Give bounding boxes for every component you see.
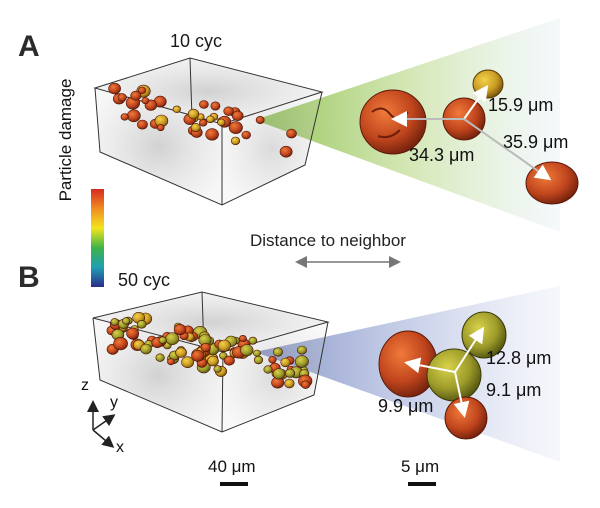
panel-b-letter: B xyxy=(18,261,40,294)
scalebar-overview-label: 40 μm xyxy=(208,457,256,476)
scalebar-detail xyxy=(408,482,436,486)
panel-a-letter: A xyxy=(18,30,40,63)
panel-b-cycles: 50 cyc xyxy=(118,270,171,290)
axis-y-label: y xyxy=(110,394,118,411)
panel-a-cycles: 10 cyc xyxy=(170,31,223,51)
zoom-particles-b xyxy=(378,311,507,440)
distance-label-b-2: 9.9 μm xyxy=(378,396,434,416)
axis-triad xyxy=(87,400,116,448)
distance-label-a-3: 35.9 μm xyxy=(503,132,569,152)
axis-x-label: x xyxy=(116,439,124,456)
particles-b xyxy=(106,311,313,389)
colorbar-label: Particle damage xyxy=(56,78,75,202)
distance-label-b-3: 9.1 μm xyxy=(486,380,542,400)
zoom-particles-a xyxy=(359,69,579,205)
distance-label-a-1: 15.9 μm xyxy=(488,95,554,115)
distance-label-b-1: 12.8 μm xyxy=(486,348,552,368)
scalebar-detail-label: 5 μm xyxy=(401,457,440,476)
particles-a xyxy=(108,82,297,158)
axis-z-label: z xyxy=(81,377,89,394)
distance-label-a-2: 34.3 μm xyxy=(409,145,475,165)
scalebar-overview xyxy=(220,482,248,486)
colorbar xyxy=(91,189,104,287)
distance-caption: Distance to neighbor xyxy=(250,231,406,250)
